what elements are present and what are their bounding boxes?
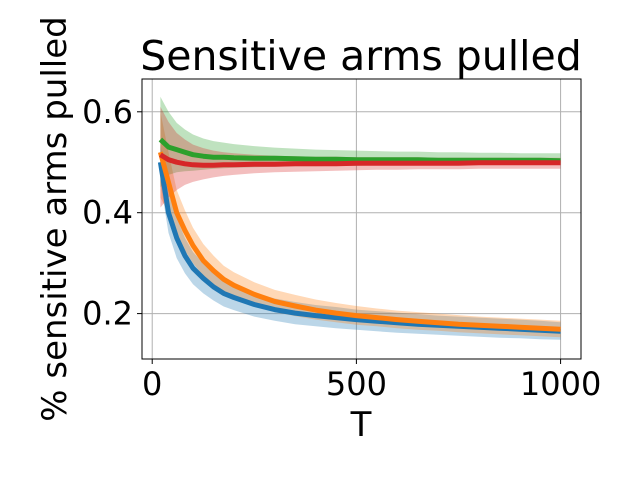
series-line-1 (157, 161, 561, 334)
x-tick-label: 1000 (520, 365, 601, 403)
y-tick-label: 0.4 (82, 194, 133, 232)
x-axis-label: T (350, 405, 372, 445)
x-tick-label: 0 (142, 365, 162, 403)
y-axis-label: % sensitive arms pulled (35, 16, 75, 421)
plot-frame (141, 78, 582, 360)
series-line-2 (157, 151, 561, 332)
grid-layer (142, 79, 581, 359)
y-tick-label: 0.6 (82, 93, 133, 131)
y-tick-label: 0.2 (82, 295, 133, 333)
chart-title: Sensitive arms pulled (140, 32, 582, 80)
x-tick-label: 500 (326, 365, 387, 403)
confidence-bands (160, 96, 561, 340)
series-lines (157, 137, 561, 334)
axis-ticks: 0 500 1000 0.2 0.4 0.6 (82, 93, 601, 403)
confidence-band-1 (160, 144, 561, 340)
series-line-4 (159, 152, 561, 168)
